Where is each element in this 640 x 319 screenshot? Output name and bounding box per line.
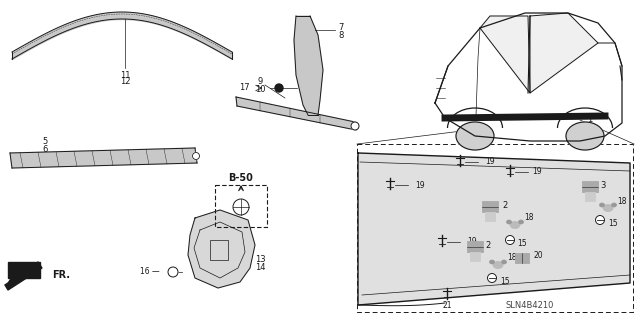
Text: 16 —: 16 — (140, 268, 160, 277)
Ellipse shape (600, 203, 605, 207)
Polygon shape (530, 13, 598, 93)
Text: 9: 9 (257, 78, 262, 86)
Bar (210, 240, 228, 260)
Text: SLN4B4210: SLN4B4210 (506, 300, 554, 309)
Text: 7: 7 (338, 24, 344, 33)
Text: 15: 15 (608, 219, 618, 227)
Polygon shape (188, 210, 255, 288)
Ellipse shape (510, 221, 520, 228)
Ellipse shape (506, 220, 511, 224)
Text: 10: 10 (255, 85, 265, 93)
Text: B-50: B-50 (228, 173, 253, 183)
Text: 18: 18 (617, 197, 627, 205)
Polygon shape (480, 16, 530, 93)
Text: 13: 13 (255, 256, 266, 264)
Bar (582, 181, 598, 192)
Text: 4: 4 (588, 122, 593, 131)
Text: 17: 17 (239, 84, 250, 93)
Text: 2: 2 (502, 201, 508, 210)
Bar (515, 253, 529, 263)
Text: 8: 8 (338, 31, 344, 40)
Text: 15: 15 (517, 239, 527, 248)
Text: 18: 18 (524, 213, 534, 222)
Circle shape (506, 235, 515, 244)
Text: 12: 12 (120, 78, 131, 86)
Bar (585, 192, 595, 201)
Text: 11: 11 (120, 70, 131, 79)
Text: 2: 2 (485, 241, 490, 249)
Ellipse shape (518, 220, 524, 224)
Text: 3: 3 (600, 181, 605, 189)
Text: 14: 14 (255, 263, 266, 271)
Bar (485, 212, 495, 221)
Ellipse shape (493, 262, 503, 269)
Text: 19: 19 (485, 158, 495, 167)
Bar (482, 201, 498, 212)
Text: 1: 1 (588, 115, 593, 124)
Polygon shape (294, 16, 323, 115)
Polygon shape (10, 148, 197, 168)
Text: 19: 19 (532, 167, 541, 176)
Text: 20: 20 (533, 250, 543, 259)
Text: FR.: FR. (52, 270, 70, 280)
Text: 5: 5 (42, 137, 47, 146)
Circle shape (275, 84, 283, 92)
Ellipse shape (566, 122, 604, 150)
Circle shape (193, 152, 200, 160)
Circle shape (168, 267, 178, 277)
Polygon shape (236, 97, 356, 130)
Circle shape (233, 199, 249, 215)
Polygon shape (358, 153, 630, 305)
Ellipse shape (611, 203, 616, 207)
Ellipse shape (490, 260, 495, 264)
Bar (467, 241, 483, 252)
Text: 18: 18 (507, 254, 516, 263)
Ellipse shape (603, 204, 613, 211)
Text: 19: 19 (415, 181, 424, 189)
Circle shape (595, 216, 605, 225)
Text: 15: 15 (500, 277, 509, 286)
Circle shape (351, 122, 359, 130)
Ellipse shape (456, 122, 494, 150)
Bar (215, 185, 267, 227)
Polygon shape (8, 262, 40, 278)
Polygon shape (5, 262, 42, 290)
Text: 6: 6 (42, 145, 48, 153)
Bar (357, 144, 633, 312)
Ellipse shape (502, 260, 506, 264)
Circle shape (488, 273, 497, 283)
Text: 19: 19 (467, 238, 477, 247)
Text: 21: 21 (442, 300, 452, 309)
Bar (470, 252, 480, 261)
